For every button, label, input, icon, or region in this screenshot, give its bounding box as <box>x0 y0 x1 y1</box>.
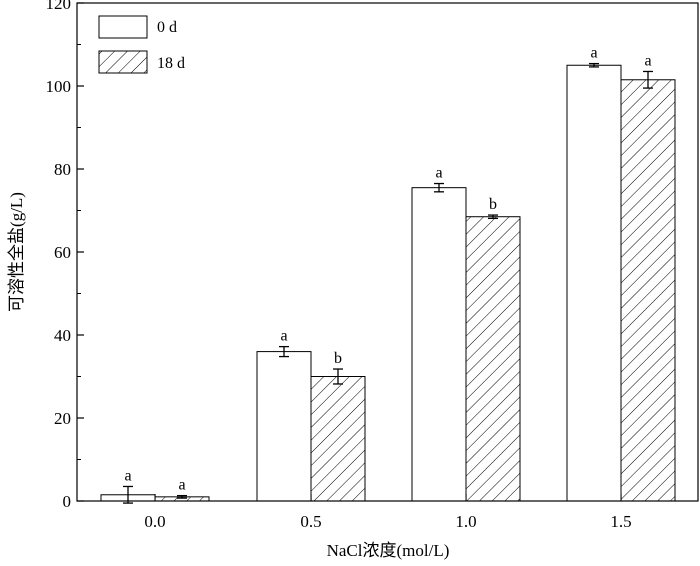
legend-swatch-0d <box>98 15 148 39</box>
bar-18d-1.5 <box>620 79 676 502</box>
significance-label: a <box>178 477 185 494</box>
bar-0d-0.5 <box>256 351 312 502</box>
significance-label: a <box>280 328 287 345</box>
y-axis-title: 可溶性全盐(g/L) <box>7 192 26 312</box>
legend: 0 d 18 d <box>98 15 185 74</box>
y-tick-label-80: 80 <box>54 160 71 179</box>
y-tick-label-120: 120 <box>46 0 72 13</box>
bar-0d-1.0 <box>411 187 467 502</box>
significance-label: a <box>590 45 597 62</box>
x-tick-label-1.0: 1.0 <box>455 512 476 531</box>
bar-18d-1.0 <box>465 216 521 502</box>
significance-label: a <box>644 52 651 69</box>
y-tick-label-60: 60 <box>54 243 71 262</box>
legend-label-0d: 0 d <box>157 19 177 36</box>
plot-layer: 0 20 40 60 80 100 120 0.0 0.5 1.0 1.5 a a a a a b b a <box>46 0 676 531</box>
significance-label: a <box>124 467 131 484</box>
y-tick-label-0: 0 <box>63 492 72 511</box>
significance-label: b <box>489 196 497 213</box>
legend-label-18d: 18 d <box>157 55 185 72</box>
bar-18d-0.5 <box>310 376 366 502</box>
legend-swatch-18d <box>98 50 148 74</box>
y-tick-label-20: 20 <box>54 409 71 428</box>
x-axis-title: NaCl浓度(mol/L) <box>327 541 450 560</box>
plot-frame <box>76 2 699 502</box>
x-tick-label-0.5: 0.5 <box>300 512 321 531</box>
y-tick-label-40: 40 <box>54 326 71 345</box>
significance-label: b <box>334 350 342 367</box>
bar-0d-1.5 <box>566 64 622 502</box>
x-tick-label-0.0: 0.0 <box>144 512 165 531</box>
significance-label: a <box>435 165 442 182</box>
y-tick-label-100: 100 <box>46 77 72 96</box>
x-tick-label-1.5: 1.5 <box>610 512 631 531</box>
